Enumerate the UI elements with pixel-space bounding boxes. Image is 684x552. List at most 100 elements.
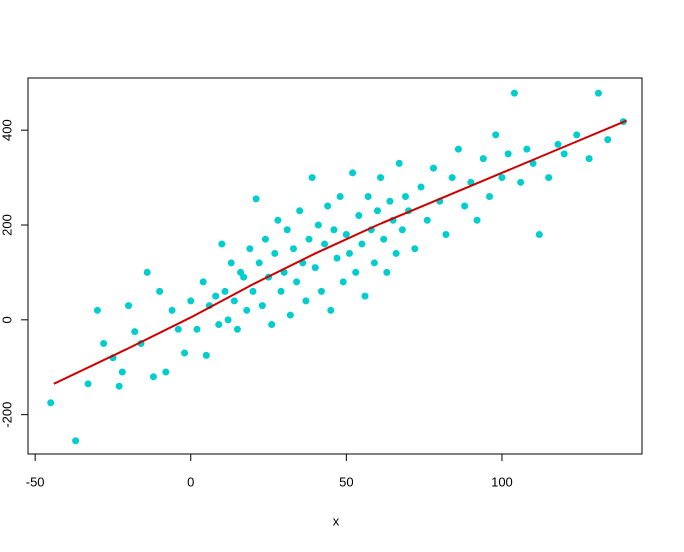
point bbox=[305, 235, 313, 243]
point bbox=[461, 202, 469, 210]
y-tick-label: 400 bbox=[0, 119, 14, 141]
point bbox=[252, 195, 260, 203]
point bbox=[361, 292, 369, 300]
point bbox=[545, 174, 553, 182]
plot-box bbox=[27, 77, 643, 455]
point bbox=[174, 325, 182, 333]
point bbox=[395, 159, 403, 167]
point bbox=[454, 145, 462, 153]
point bbox=[255, 259, 263, 267]
point bbox=[327, 306, 335, 314]
point bbox=[187, 297, 195, 305]
point bbox=[277, 287, 285, 295]
point bbox=[535, 230, 543, 238]
point bbox=[317, 287, 325, 295]
point bbox=[324, 202, 332, 210]
y-tick-label: -200 bbox=[0, 402, 14, 428]
point bbox=[286, 311, 294, 319]
point bbox=[233, 325, 241, 333]
point bbox=[302, 297, 310, 305]
point bbox=[181, 349, 189, 357]
point bbox=[149, 373, 157, 381]
point bbox=[380, 235, 388, 243]
point bbox=[342, 230, 350, 238]
point bbox=[240, 273, 248, 281]
point bbox=[473, 216, 481, 224]
point bbox=[448, 174, 456, 182]
point bbox=[330, 226, 338, 234]
point bbox=[352, 268, 360, 276]
point bbox=[246, 245, 254, 253]
point bbox=[498, 174, 506, 182]
point bbox=[218, 240, 226, 248]
point bbox=[271, 249, 279, 257]
point bbox=[423, 216, 431, 224]
y-tick-label: 0 bbox=[0, 316, 14, 323]
point bbox=[573, 131, 581, 139]
point bbox=[336, 193, 344, 201]
point bbox=[333, 254, 341, 262]
point bbox=[364, 193, 372, 201]
point bbox=[115, 382, 123, 390]
point bbox=[486, 193, 494, 201]
point bbox=[212, 292, 220, 300]
point bbox=[355, 212, 363, 220]
point bbox=[604, 136, 612, 144]
point bbox=[268, 321, 276, 329]
point bbox=[168, 306, 176, 314]
point bbox=[392, 249, 400, 257]
x-axis-label: x bbox=[333, 513, 340, 528]
point bbox=[258, 302, 266, 310]
point bbox=[131, 328, 139, 336]
point bbox=[345, 249, 353, 257]
point bbox=[227, 259, 235, 267]
point bbox=[243, 306, 251, 314]
point bbox=[442, 230, 450, 238]
y-tick-label: 200 bbox=[0, 214, 14, 236]
point bbox=[221, 287, 229, 295]
point bbox=[411, 245, 419, 253]
fit-line bbox=[53, 119, 627, 385]
point bbox=[429, 164, 437, 172]
point bbox=[314, 221, 322, 229]
point bbox=[479, 155, 487, 163]
point bbox=[398, 226, 406, 234]
point bbox=[93, 306, 101, 314]
point bbox=[230, 297, 238, 305]
point bbox=[510, 89, 518, 97]
point bbox=[274, 216, 282, 224]
point bbox=[504, 150, 512, 158]
point bbox=[199, 278, 207, 286]
point bbox=[100, 340, 108, 348]
point bbox=[560, 150, 568, 158]
point bbox=[386, 197, 394, 205]
point bbox=[289, 245, 297, 253]
point bbox=[84, 380, 92, 388]
point bbox=[358, 240, 366, 248]
point bbox=[517, 178, 525, 186]
point bbox=[349, 169, 357, 177]
point bbox=[377, 174, 385, 182]
point bbox=[523, 145, 531, 153]
point bbox=[283, 226, 291, 234]
point bbox=[370, 259, 378, 267]
point bbox=[47, 399, 55, 407]
point bbox=[417, 183, 425, 191]
point bbox=[296, 207, 304, 215]
point bbox=[202, 351, 210, 359]
point bbox=[492, 131, 500, 139]
point bbox=[339, 278, 347, 286]
point bbox=[308, 174, 316, 182]
point bbox=[118, 368, 126, 376]
x-tick-label: -50 bbox=[26, 474, 45, 489]
point bbox=[261, 235, 269, 243]
point bbox=[193, 325, 201, 333]
point bbox=[383, 268, 391, 276]
point bbox=[554, 140, 562, 148]
point bbox=[373, 207, 381, 215]
point bbox=[125, 302, 133, 310]
point bbox=[311, 264, 319, 272]
point bbox=[401, 193, 409, 201]
x-tick-label: 50 bbox=[339, 474, 353, 489]
